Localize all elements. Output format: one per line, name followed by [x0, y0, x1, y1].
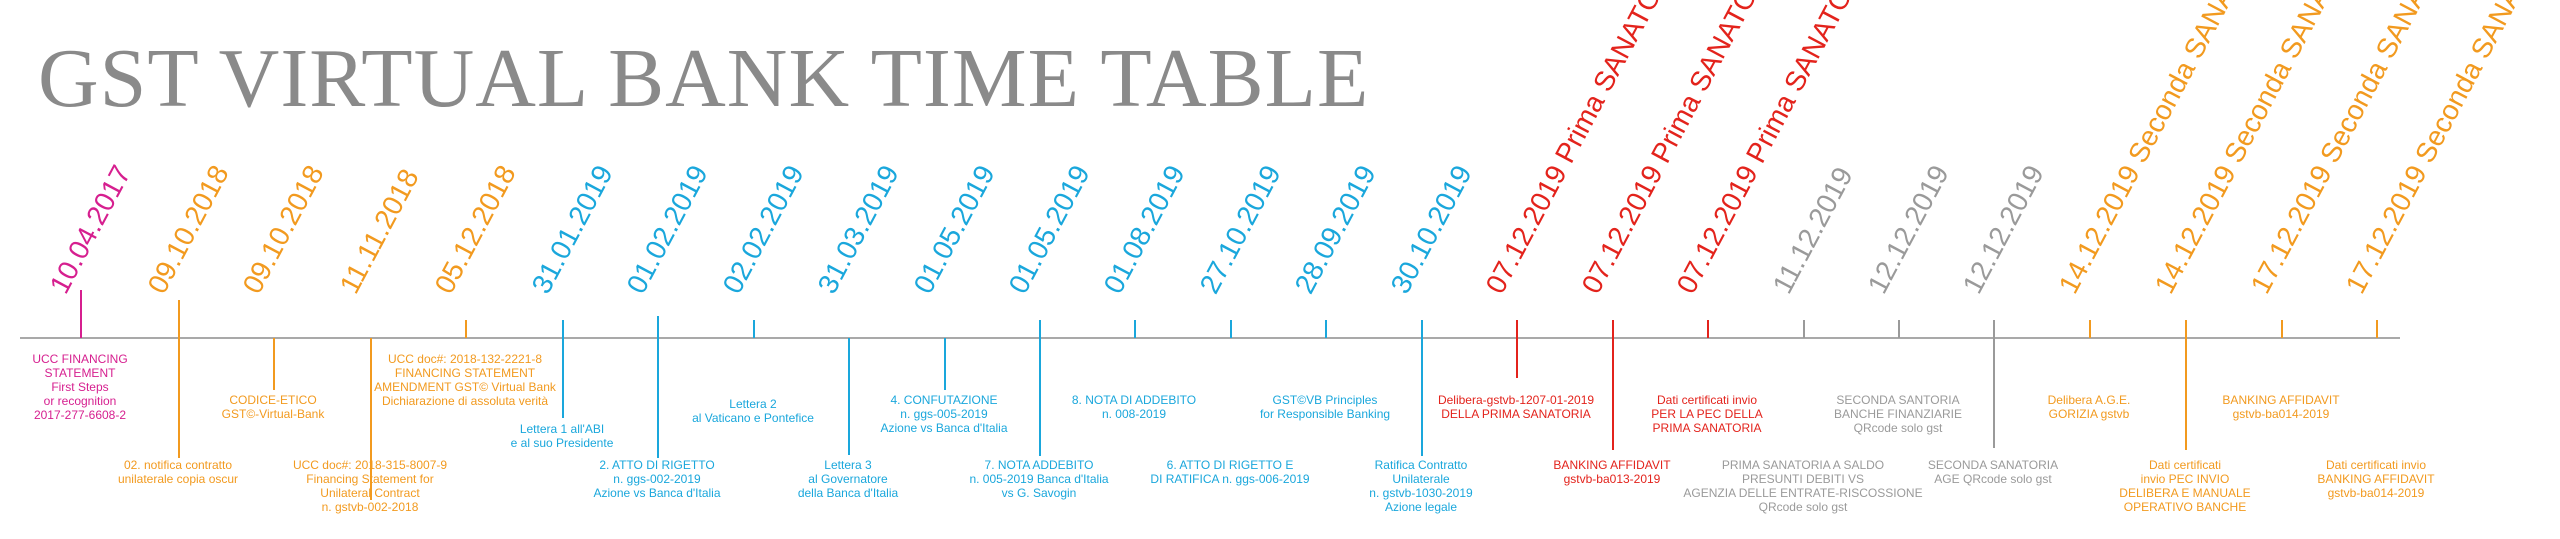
event-date: 27.10.2019 [1193, 160, 1287, 299]
event-label: SECONDA SANATORIA AGE QRcode solo gst [1927, 458, 2059, 486]
event-label: 7. NOTA ADDEBITO n. 005-2019 Banca d'Ital… [969, 458, 1109, 500]
event-date: 12.12.2019 [1956, 160, 2050, 299]
event-label: 6. ATTO DI RIGETTO E DI RATIFICA n. ggs-0… [1150, 458, 1310, 486]
event-tick [2281, 320, 2283, 338]
event-date: 09.10.2018 [236, 160, 330, 299]
event-tick [273, 338, 275, 390]
event-tick [2089, 320, 2091, 338]
event-label: UCC doc#: 2018-132-2221-8 FINANCING STATE… [374, 352, 556, 408]
event-tick [1516, 320, 1518, 378]
event-tick [1421, 320, 1423, 456]
event-label: 02. notifica contratto unilaterale copia … [117, 458, 239, 486]
page-title: GST VIRTUAL BANK TIME TABLE [38, 32, 1370, 125]
event-label: Lettera 2 al Vaticano e Pontefice [692, 397, 814, 425]
event-tick [80, 290, 82, 338]
event-label: Dati certificati invio BANKING AFFIDAVIT g… [2317, 458, 2435, 500]
event-label: PRIMA SANATORIA A SALDO PRESUNTI DEBITI V… [1683, 458, 1923, 514]
event-tick [1898, 320, 1900, 338]
event-label: Dati certificati invio PEC INVIO DELIBERA … [2119, 458, 2251, 514]
event-date: 12.12.2019 [1861, 160, 1955, 299]
event-label: UCC FINANCING STATEMENT First Steps or reco… [32, 352, 128, 422]
event-label: 8. NOTA DI ADDEBITO n. 008-2019 [1071, 393, 1197, 421]
event-tick [562, 320, 564, 418]
event-tick [370, 338, 372, 500]
event-label: 4. CONFUTAZIONE n. ggs-005-2019 Azione vs … [880, 393, 1008, 435]
event-tick [1230, 320, 1232, 338]
event-tick [753, 320, 755, 338]
event-label: UCC doc#: 2018-315-8007-9 Financing State… [292, 458, 448, 514]
event-label: CODICE-ETICO GST©-Virtual-Bank [221, 393, 325, 421]
event-tick [1039, 320, 1041, 456]
event-label: Ratifica Contratto Unilaterale n. gstvb-10… [1369, 458, 1473, 514]
event-date: 01.05.2019 [1002, 160, 1096, 299]
event-label: BANKING AFFIDAVIT gstvb-ba014-2019 [2222, 393, 2340, 421]
event-tick [1993, 320, 1995, 448]
event-tick [1707, 320, 1709, 338]
event-label: 2. ATTO DI RIGETTO n. ggs-002-2019 Azione … [593, 458, 721, 500]
event-label: Dati certificati invio PER LA PEC DELLA PR… [1651, 393, 1763, 435]
event-tick [2376, 320, 2378, 338]
event-label: Delibera A.G.E. GORIZIA gstvb [2047, 393, 2131, 421]
event-tick [178, 300, 180, 458]
event-tick [2185, 320, 2187, 450]
event-date: 30.10.2019 [1384, 160, 1478, 299]
event-date: 09.10.2018 [141, 160, 235, 299]
event-date: 31.01.2019 [525, 160, 619, 299]
event-label: GST©VB Principles for Responsible Banking [1259, 393, 1391, 421]
event-tick [1803, 320, 1805, 338]
event-tick [944, 338, 946, 390]
event-tick [465, 320, 467, 338]
event-date: 01.08.2019 [1097, 160, 1191, 299]
event-date: 10.04.2017 [43, 160, 137, 299]
event-label: Lettera 1 all'ABI e al suo Presidente [510, 422, 614, 450]
event-label: BANKING AFFIDAVIT gstvb-ba013-2019 [1553, 458, 1671, 486]
event-date: 02.02.2019 [716, 160, 810, 299]
event-date: 31.03.2019 [811, 160, 905, 299]
event-tick [1134, 320, 1136, 338]
event-date: 05.12.2018 [428, 160, 522, 299]
event-label: Lettera 3 al Governatore della Banca d'Ita… [797, 458, 899, 500]
event-tick [1325, 320, 1327, 338]
event-date: 01.05.2019 [907, 160, 1001, 299]
event-tick [657, 316, 659, 458]
event-date: 11.12.2019 [1766, 162, 1859, 299]
timeline-axis [20, 337, 2400, 339]
event-label: SECONDA SANTORIA BANCHE FINANZIARIE QRcode… [1833, 393, 1963, 435]
event-date: 28.09.2019 [1288, 160, 1382, 299]
event-date: 11.11.2018 [333, 163, 425, 299]
event-tick [848, 338, 850, 455]
event-label: Delibera-gstvb-1207-01-2019 DELLA PRIMA S… [1437, 393, 1595, 421]
event-date: 01.02.2019 [620, 160, 714, 299]
event-tick [1612, 320, 1614, 450]
